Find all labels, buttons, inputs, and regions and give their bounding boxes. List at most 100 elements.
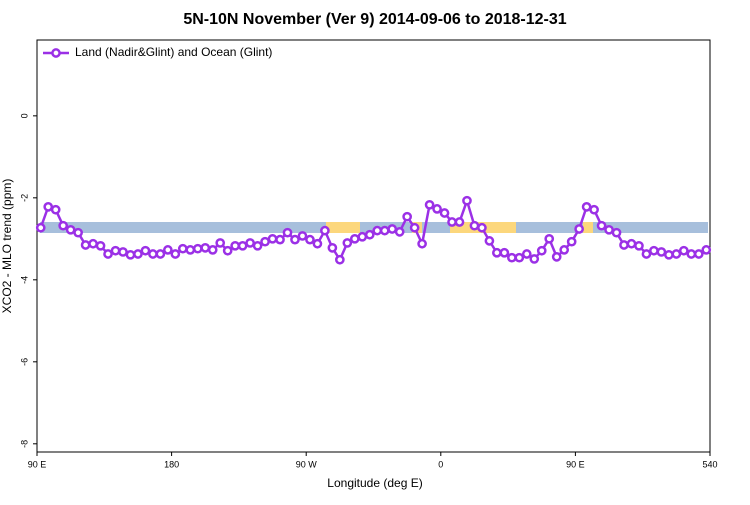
- plot-frame: [36, 39, 711, 453]
- data-point: [65, 224, 76, 235]
- y-axis-label: XCO2 - MLO trend (ppm): [0, 179, 14, 314]
- data-point: [163, 245, 173, 255]
- data-point: [103, 249, 113, 259]
- data-point: [58, 220, 69, 231]
- data-point: [611, 227, 622, 238]
- data-point: [364, 229, 375, 240]
- data-point: [634, 240, 644, 251]
- data-point: [402, 211, 412, 222]
- data-point: [357, 231, 368, 242]
- data-point: [170, 249, 181, 259]
- data-point: [656, 247, 667, 257]
- data-point: [237, 240, 248, 251]
- x-axis-label: Longitude (deg E): [327, 476, 422, 490]
- data-point: [454, 217, 465, 227]
- data-point: [372, 225, 383, 236]
- data-point: [327, 242, 338, 253]
- data-point: [35, 222, 46, 233]
- data-point: [50, 204, 61, 215]
- data-point: [469, 220, 480, 231]
- data-point: [349, 233, 360, 244]
- data-point: [125, 249, 136, 260]
- data-point: [499, 247, 510, 258]
- data-point: [394, 227, 405, 237]
- data-point: [335, 254, 345, 265]
- data-point: [409, 222, 420, 233]
- data-point: [245, 238, 255, 248]
- data-point: [118, 247, 128, 257]
- data-point: [566, 236, 577, 247]
- x-tick-label: 90 E: [566, 459, 585, 469]
- data-point: [73, 227, 83, 238]
- data-point: [596, 220, 607, 231]
- x-tick-label: 180: [164, 459, 179, 469]
- data-point: [95, 240, 106, 251]
- data-point: [267, 233, 278, 244]
- data-point: [282, 227, 293, 238]
- data-point: [185, 245, 196, 255]
- data-point: [140, 245, 151, 256]
- data-point: [574, 224, 584, 234]
- data-point: [484, 236, 495, 246]
- data-point: [252, 240, 263, 251]
- data-point: [222, 245, 233, 256]
- data-point: [514, 252, 525, 263]
- x-tick-label: 90 W: [296, 459, 318, 469]
- data-point: [297, 231, 308, 241]
- data-point: [439, 208, 450, 218]
- data-point: [148, 249, 158, 259]
- data-point: [320, 225, 330, 236]
- data-point: [424, 199, 435, 210]
- data-point: [686, 249, 697, 259]
- data-point: [604, 224, 614, 235]
- data-point: [110, 245, 121, 256]
- data-point: [521, 249, 532, 259]
- data-point: [275, 234, 285, 245]
- y-tick-label: -8: [19, 440, 29, 448]
- data-point: [462, 195, 472, 206]
- data-point: [551, 252, 562, 262]
- x-tick-label: 90 E: [28, 459, 47, 469]
- data-point: [492, 247, 502, 258]
- data-point: [230, 240, 241, 251]
- data-point: [133, 249, 143, 259]
- data-point: [589, 204, 599, 215]
- land-band: [326, 222, 360, 233]
- data-point: [192, 243, 203, 254]
- data-point: [207, 245, 218, 255]
- data-point: [312, 238, 323, 249]
- chart-title: 5N-10N November (Ver 9) 2014-09-06 to 20…: [183, 11, 566, 28]
- data-point: [342, 238, 353, 248]
- y-tick-label: -4: [19, 276, 29, 284]
- data-point: [432, 204, 442, 214]
- data-point: [701, 245, 712, 255]
- y-tick-label: -2: [19, 194, 29, 202]
- data-point: [88, 238, 98, 249]
- data-point: [290, 234, 300, 245]
- data-point: [671, 249, 682, 259]
- data-point: [155, 249, 166, 259]
- data-point: [387, 224, 398, 234]
- land-band: [583, 222, 593, 233]
- data-point: [626, 238, 637, 249]
- data-point: [664, 249, 674, 260]
- data-point: [417, 238, 427, 249]
- legend-marker: [51, 48, 61, 58]
- x-tick-label: 540: [702, 459, 717, 469]
- y-tick-label: 0: [19, 113, 29, 118]
- data-point: [260, 236, 270, 247]
- data-point: [305, 234, 315, 245]
- data-point: [506, 252, 517, 263]
- data-point: [619, 240, 629, 250]
- data-point: [641, 249, 652, 259]
- y-tick-label: -6: [19, 358, 29, 366]
- data-point: [200, 242, 211, 253]
- data-point: [649, 245, 659, 256]
- data-point: [559, 245, 570, 255]
- data-point: [215, 238, 226, 248]
- data-point: [477, 222, 487, 233]
- data-point: [536, 245, 547, 256]
- data-point: [447, 217, 457, 227]
- data-point: [177, 243, 188, 254]
